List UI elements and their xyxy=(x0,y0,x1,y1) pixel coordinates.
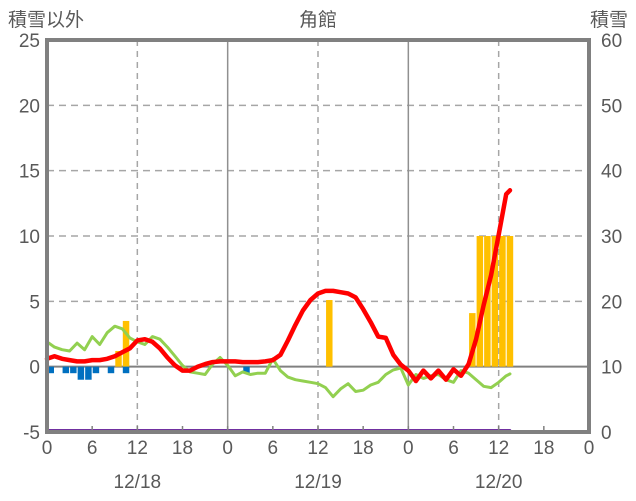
blue-bars-bar xyxy=(85,366,92,380)
x-tick-label: 12 xyxy=(488,438,509,459)
x-tick-label: 0 xyxy=(222,438,233,459)
x-tick-label: 0 xyxy=(403,438,414,459)
x-tick-label: 0 xyxy=(42,438,53,459)
blue-bars-bar xyxy=(70,366,77,374)
right-tick-label: 10 xyxy=(601,358,622,379)
right-tick-label: 40 xyxy=(601,162,622,183)
right-tick-label: 30 xyxy=(601,227,622,248)
x-tick-label: 0 xyxy=(584,438,595,459)
left-tick-label: 10 xyxy=(19,227,40,248)
orange-bars-bar xyxy=(484,236,491,367)
right-tick-label: 50 xyxy=(601,96,622,117)
left-tick-label: 15 xyxy=(19,162,40,183)
orange-bars-bar xyxy=(469,313,476,367)
date-label: 12/20 xyxy=(475,472,523,493)
orange-bars-bar xyxy=(326,300,333,367)
orange-bars-bar xyxy=(506,236,514,367)
left-tick-label: 20 xyxy=(19,96,40,117)
right-axis-title: 積雪 xyxy=(589,10,628,31)
left-tick-label: -5 xyxy=(23,423,40,444)
left-tick-label: 25 xyxy=(19,31,40,52)
blue-bars-bar xyxy=(122,366,130,374)
blue-bars-bar xyxy=(77,366,85,380)
orange-bars-bar xyxy=(491,236,499,367)
x-tick-label: 18 xyxy=(353,438,374,459)
right-tick-label: 0 xyxy=(601,423,612,444)
plot-border xyxy=(45,38,591,434)
x-tick-label: 6 xyxy=(268,438,279,459)
date-label: 12/19 xyxy=(294,472,342,493)
x-tick-label: 6 xyxy=(87,438,98,459)
blue-bars-bar xyxy=(62,366,70,374)
orange-bars-bar xyxy=(115,350,122,367)
orange-bars-bar xyxy=(499,236,506,367)
blue-bars-bar xyxy=(243,366,250,374)
left-tick-label: 0 xyxy=(29,358,40,379)
x-tick-label: 18 xyxy=(533,438,554,459)
date-label: 12/18 xyxy=(114,472,162,493)
chart-title: 角館 xyxy=(298,10,337,31)
blue-bars-bar xyxy=(92,366,100,374)
right-tick-label: 60 xyxy=(601,31,622,52)
x-tick-label: 6 xyxy=(448,438,459,459)
right-tick-label: 20 xyxy=(601,292,622,313)
red-line xyxy=(44,188,513,384)
orange-bars-bar xyxy=(122,320,130,367)
x-tick-label: 12 xyxy=(127,438,148,459)
x-tick-label: 12 xyxy=(307,438,328,459)
left-axis-title: 積雪以外 xyxy=(8,10,85,31)
x-tick-label: 18 xyxy=(172,438,193,459)
left-tick-label: 5 xyxy=(29,292,40,313)
orange-bars-bar xyxy=(476,236,484,367)
blue-bars-bar xyxy=(47,366,55,374)
blue-bars-bar xyxy=(107,366,115,374)
